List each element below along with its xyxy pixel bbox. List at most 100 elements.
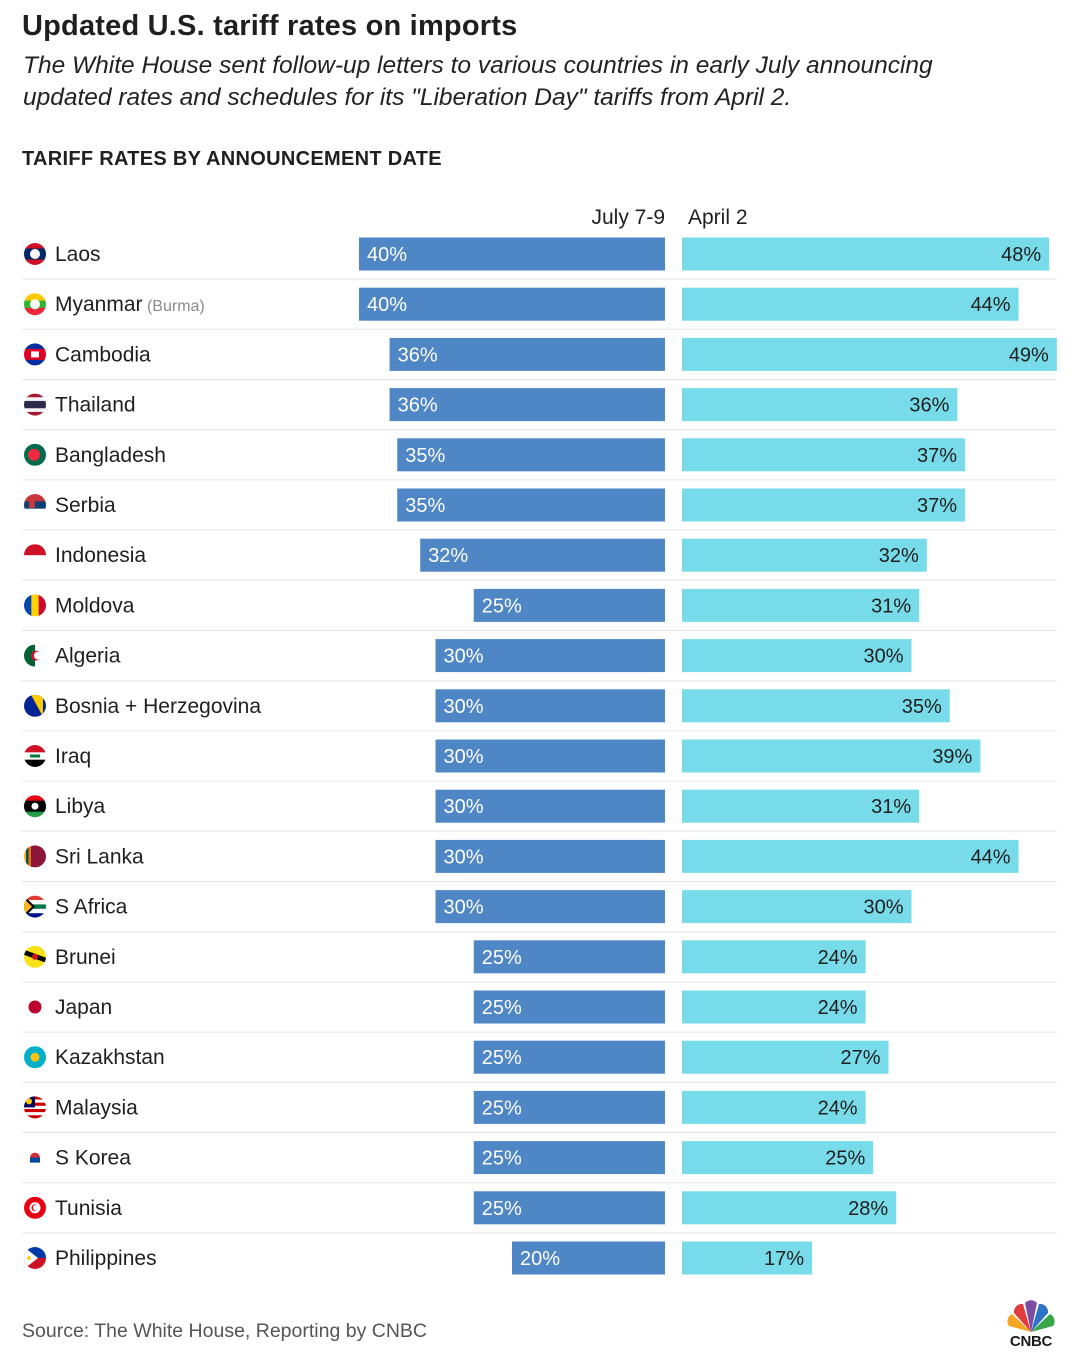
april-value-label: 31% <box>871 796 911 818</box>
legend-july: July 7-9 <box>591 206 665 229</box>
bosnia-flag-icon <box>24 694 46 717</box>
country-label: Bangladesh <box>55 444 166 467</box>
july-bar <box>420 538 665 572</box>
april-bar <box>682 538 927 572</box>
april-value-label: 31% <box>871 595 911 617</box>
peacock-icon <box>1007 1300 1055 1332</box>
july-bar <box>397 438 665 472</box>
algeria-flag-icon <box>24 644 46 667</box>
country-label: Iraq <box>55 745 91 768</box>
country-label: Tunisia <box>55 1197 122 1220</box>
iraq-flag-icon <box>24 745 46 767</box>
chart-subtitle: The White House sent follow-up letters t… <box>23 52 933 111</box>
april-value-label: 30% <box>863 897 903 919</box>
country-label: Myanmar (Burma) <box>55 293 205 316</box>
country-label: Thailand <box>55 394 136 417</box>
cambodia-flag-icon <box>24 343 46 366</box>
july-bar <box>359 287 665 321</box>
april-value-label: 37% <box>917 495 957 517</box>
country-label: Libya <box>55 795 106 818</box>
cnbc-logo-text: CNBC <box>1009 1333 1053 1350</box>
country-label: Cambodia <box>55 343 151 366</box>
july-bar <box>473 990 665 1024</box>
japan-flag-icon <box>24 996 46 1018</box>
july-value-label: 25% <box>482 1198 522 1220</box>
kazakhstan-flag-icon <box>24 1046 46 1069</box>
july-bar <box>435 839 665 873</box>
april-bar <box>682 488 966 522</box>
july-value-label: 30% <box>444 796 484 818</box>
country-label: Sri Lanka <box>55 845 144 868</box>
source-note: Source: The White House, Reporting by CN… <box>22 1320 427 1342</box>
april-bar <box>682 1191 897 1225</box>
july-value-label: 20% <box>520 1248 560 1270</box>
april-bar <box>682 990 866 1024</box>
april-value-label: 44% <box>971 846 1011 868</box>
april-bar <box>682 438 966 472</box>
brunei-flag-icon <box>24 945 46 968</box>
philippines-flag-icon <box>24 1247 46 1269</box>
libya-flag-icon <box>24 795 46 818</box>
country-label: Algeria <box>55 645 121 668</box>
april-value-label: 24% <box>818 997 858 1019</box>
july-value-label: 25% <box>482 1047 522 1069</box>
april-bar <box>682 237 1050 271</box>
country-label: Kazakhstan <box>55 1046 165 1069</box>
country-note: (Burma) <box>143 298 205 315</box>
thailand-flag-icon <box>24 393 46 416</box>
moldova-flag-icon <box>24 594 46 617</box>
country-label: Laos <box>55 243 101 266</box>
july-value-label: 36% <box>398 395 438 417</box>
july-bar <box>473 1090 665 1124</box>
laos-flag-icon <box>24 243 46 265</box>
april-value-label: 39% <box>932 746 972 768</box>
indonesia-flag-icon <box>24 544 46 567</box>
april-bar <box>682 940 866 974</box>
country-label: Malaysia <box>55 1096 138 1119</box>
july-bar <box>473 940 665 974</box>
country-label: Indonesia <box>55 544 146 567</box>
april-bar <box>682 1241 813 1275</box>
july-bar <box>512 1241 665 1275</box>
july-value-label: 30% <box>444 746 484 768</box>
july-bar <box>397 488 665 522</box>
july-value-label: 30% <box>444 646 484 668</box>
country-label: Serbia <box>55 494 116 517</box>
july-bar <box>435 739 665 773</box>
serbia-flag-icon <box>24 494 46 516</box>
july-bar <box>389 337 665 371</box>
section-heading: TARIFF RATES BY ANNOUNCEMENT DATE <box>22 148 442 170</box>
july-value-label: 36% <box>398 344 438 366</box>
july-bar <box>435 890 665 924</box>
april-value-label: 49% <box>1009 344 1049 366</box>
april-value-label: 30% <box>863 646 903 668</box>
july-value-label: 30% <box>444 696 484 718</box>
july-value-label: 32% <box>428 545 468 567</box>
april-value-label: 25% <box>825 1148 865 1170</box>
country-label: Japan <box>55 996 112 1019</box>
country-label: S Africa <box>55 896 128 919</box>
april-value-label: 24% <box>818 947 858 969</box>
july-value-label: 25% <box>482 595 522 617</box>
april-bar <box>682 890 912 924</box>
july-value-label: 40% <box>367 294 407 316</box>
july-bar <box>473 1141 665 1175</box>
country-label: S Korea <box>55 1147 131 1170</box>
july-bar <box>473 1191 665 1225</box>
april-bar <box>682 689 950 723</box>
south-korea-flag-icon <box>24 1146 46 1169</box>
july-value-label: 25% <box>482 1097 522 1119</box>
april-bar <box>682 287 1019 321</box>
chart-title: Updated U.S. tariff rates on imports <box>22 10 518 42</box>
july-value-label: 30% <box>444 846 484 868</box>
april-value-label: 28% <box>848 1198 888 1220</box>
april-value-label: 32% <box>879 545 919 567</box>
july-value-label: 40% <box>367 244 407 266</box>
july-value-label: 35% <box>405 495 445 517</box>
april-value-label: 17% <box>764 1248 804 1270</box>
april-value-label: 35% <box>902 696 942 718</box>
april-bar <box>682 388 958 422</box>
tunisia-flag-icon <box>24 1196 46 1219</box>
april-bar <box>682 639 912 673</box>
april-bar <box>682 588 920 622</box>
